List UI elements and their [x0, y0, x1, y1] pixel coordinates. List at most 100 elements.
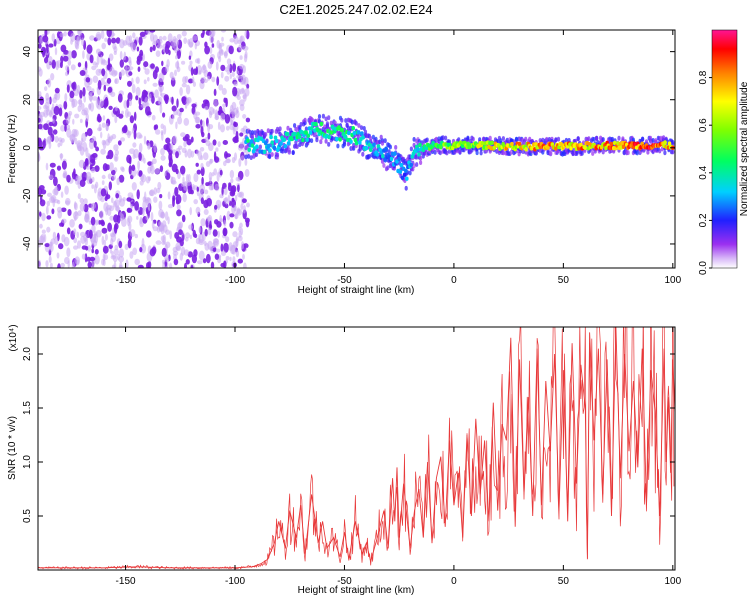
noise-speckle	[157, 38, 163, 45]
noise-speckle	[221, 36, 224, 42]
noise-speckle	[149, 164, 153, 172]
noise-speckle	[170, 180, 177, 185]
noise-speckle	[60, 44, 67, 53]
noise-speckle	[214, 219, 219, 225]
noise-speckle	[220, 243, 224, 252]
noise-speckle	[182, 193, 187, 203]
ridge-halo-dot	[587, 136, 591, 142]
noise-speckle	[38, 152, 41, 162]
ridge-halo-dot	[617, 135, 621, 141]
noise-speckle	[71, 261, 75, 268]
noise-speckle	[205, 161, 211, 167]
noise-speckle	[144, 191, 147, 202]
ridge-core-dot	[381, 154, 385, 159]
noise-speckle	[58, 107, 63, 117]
ridge-halo-dot	[412, 137, 416, 142]
ridge-core-dot	[338, 137, 342, 142]
ridge-core-dot	[300, 130, 304, 135]
ridge-halo-dot	[438, 150, 442, 156]
noise-speckle	[233, 35, 239, 45]
noise-speckle	[71, 98, 75, 109]
noise-speckle	[189, 207, 192, 216]
noise-speckle	[189, 60, 193, 65]
noise-speckle	[40, 233, 45, 244]
ridge-halo-dot	[601, 149, 605, 155]
noise-speckle	[149, 46, 153, 53]
noise-speckle	[73, 201, 77, 210]
noise-speckle	[181, 30, 187, 37]
noise-speckle	[114, 78, 118, 84]
noise-speckle	[78, 223, 83, 230]
noise-speckle	[147, 200, 151, 211]
noise-speckle	[209, 220, 212, 229]
ridge-core-dot	[553, 146, 558, 151]
noise-speckle	[95, 229, 102, 238]
noise-speckle	[208, 106, 214, 116]
noise-speckle	[173, 258, 179, 266]
ridge-core-dot	[354, 141, 359, 146]
noise-speckle	[97, 127, 102, 132]
ridge-core-dot	[262, 149, 267, 155]
noise-speckle	[210, 185, 214, 191]
spectrogram-y-tick-label: 40	[22, 46, 33, 58]
noise-speckle	[217, 141, 221, 148]
noise-speckle	[69, 219, 75, 228]
ridge-core-dot	[368, 147, 373, 152]
noise-speckle	[221, 250, 226, 257]
ridge-halo-dot	[488, 135, 492, 141]
ridge-halo-dot	[294, 126, 298, 132]
ridge-halo-dot	[501, 136, 505, 141]
snr-x-tick-label: 100	[664, 576, 681, 587]
noise-speckle	[139, 216, 143, 225]
noise-speckle	[242, 253, 245, 260]
spectrogram-x-tick-label: -100	[225, 275, 245, 286]
ridge-core-dot	[418, 142, 422, 148]
noise-speckle	[125, 259, 129, 268]
noise-speckle	[106, 77, 112, 84]
noise-speckle	[199, 147, 205, 152]
noise-speckle	[231, 244, 237, 255]
noise-speckle	[229, 109, 234, 115]
noise-speckle	[60, 262, 65, 268]
ridge-core-dot	[314, 121, 318, 127]
ridge-core-dot	[559, 141, 563, 147]
noise-speckle	[225, 153, 231, 158]
noise-speckle	[231, 156, 236, 164]
noise-speckle	[136, 55, 143, 62]
ridge-halo-dot	[462, 147, 466, 153]
noise-speckle	[100, 196, 105, 203]
noise-speckle	[227, 64, 231, 70]
noise-speckle	[240, 241, 245, 250]
noise-speckle	[177, 116, 183, 125]
noise-speckle	[135, 86, 141, 97]
noise-speckle	[225, 125, 230, 131]
ridge-core-dot	[283, 144, 288, 149]
noise-speckle	[239, 99, 245, 107]
noise-speckle	[63, 31, 67, 37]
ridge-halo-dot	[671, 149, 675, 155]
noise-speckle	[136, 46, 140, 52]
ridge-core-dot	[349, 139, 353, 144]
noise-speckle	[163, 144, 169, 151]
ridge-halo-dot	[361, 151, 365, 157]
noise-speckle	[179, 252, 183, 261]
ridge-core-dot	[309, 126, 314, 131]
ridge-halo-dot	[275, 152, 280, 158]
noise-speckle	[218, 55, 222, 63]
noise-speckle	[196, 57, 201, 65]
noise-speckle	[54, 186, 59, 196]
ridge-halo-dot	[321, 113, 325, 119]
noise-speckle	[61, 160, 67, 170]
ridge-halo-dot	[369, 136, 373, 141]
noise-speckle	[46, 226, 51, 233]
noise-speckle	[224, 114, 231, 124]
noise-speckle	[64, 256, 70, 265]
noise-speckle	[78, 159, 85, 168]
noise-speckle	[178, 145, 183, 150]
noise-speckle	[104, 96, 109, 106]
ridge-halo-dot	[404, 185, 408, 191]
noise-speckle	[100, 30, 105, 39]
noise-speckle	[188, 38, 194, 48]
noise-speckle	[203, 79, 208, 83]
noise-speckle	[220, 71, 224, 79]
